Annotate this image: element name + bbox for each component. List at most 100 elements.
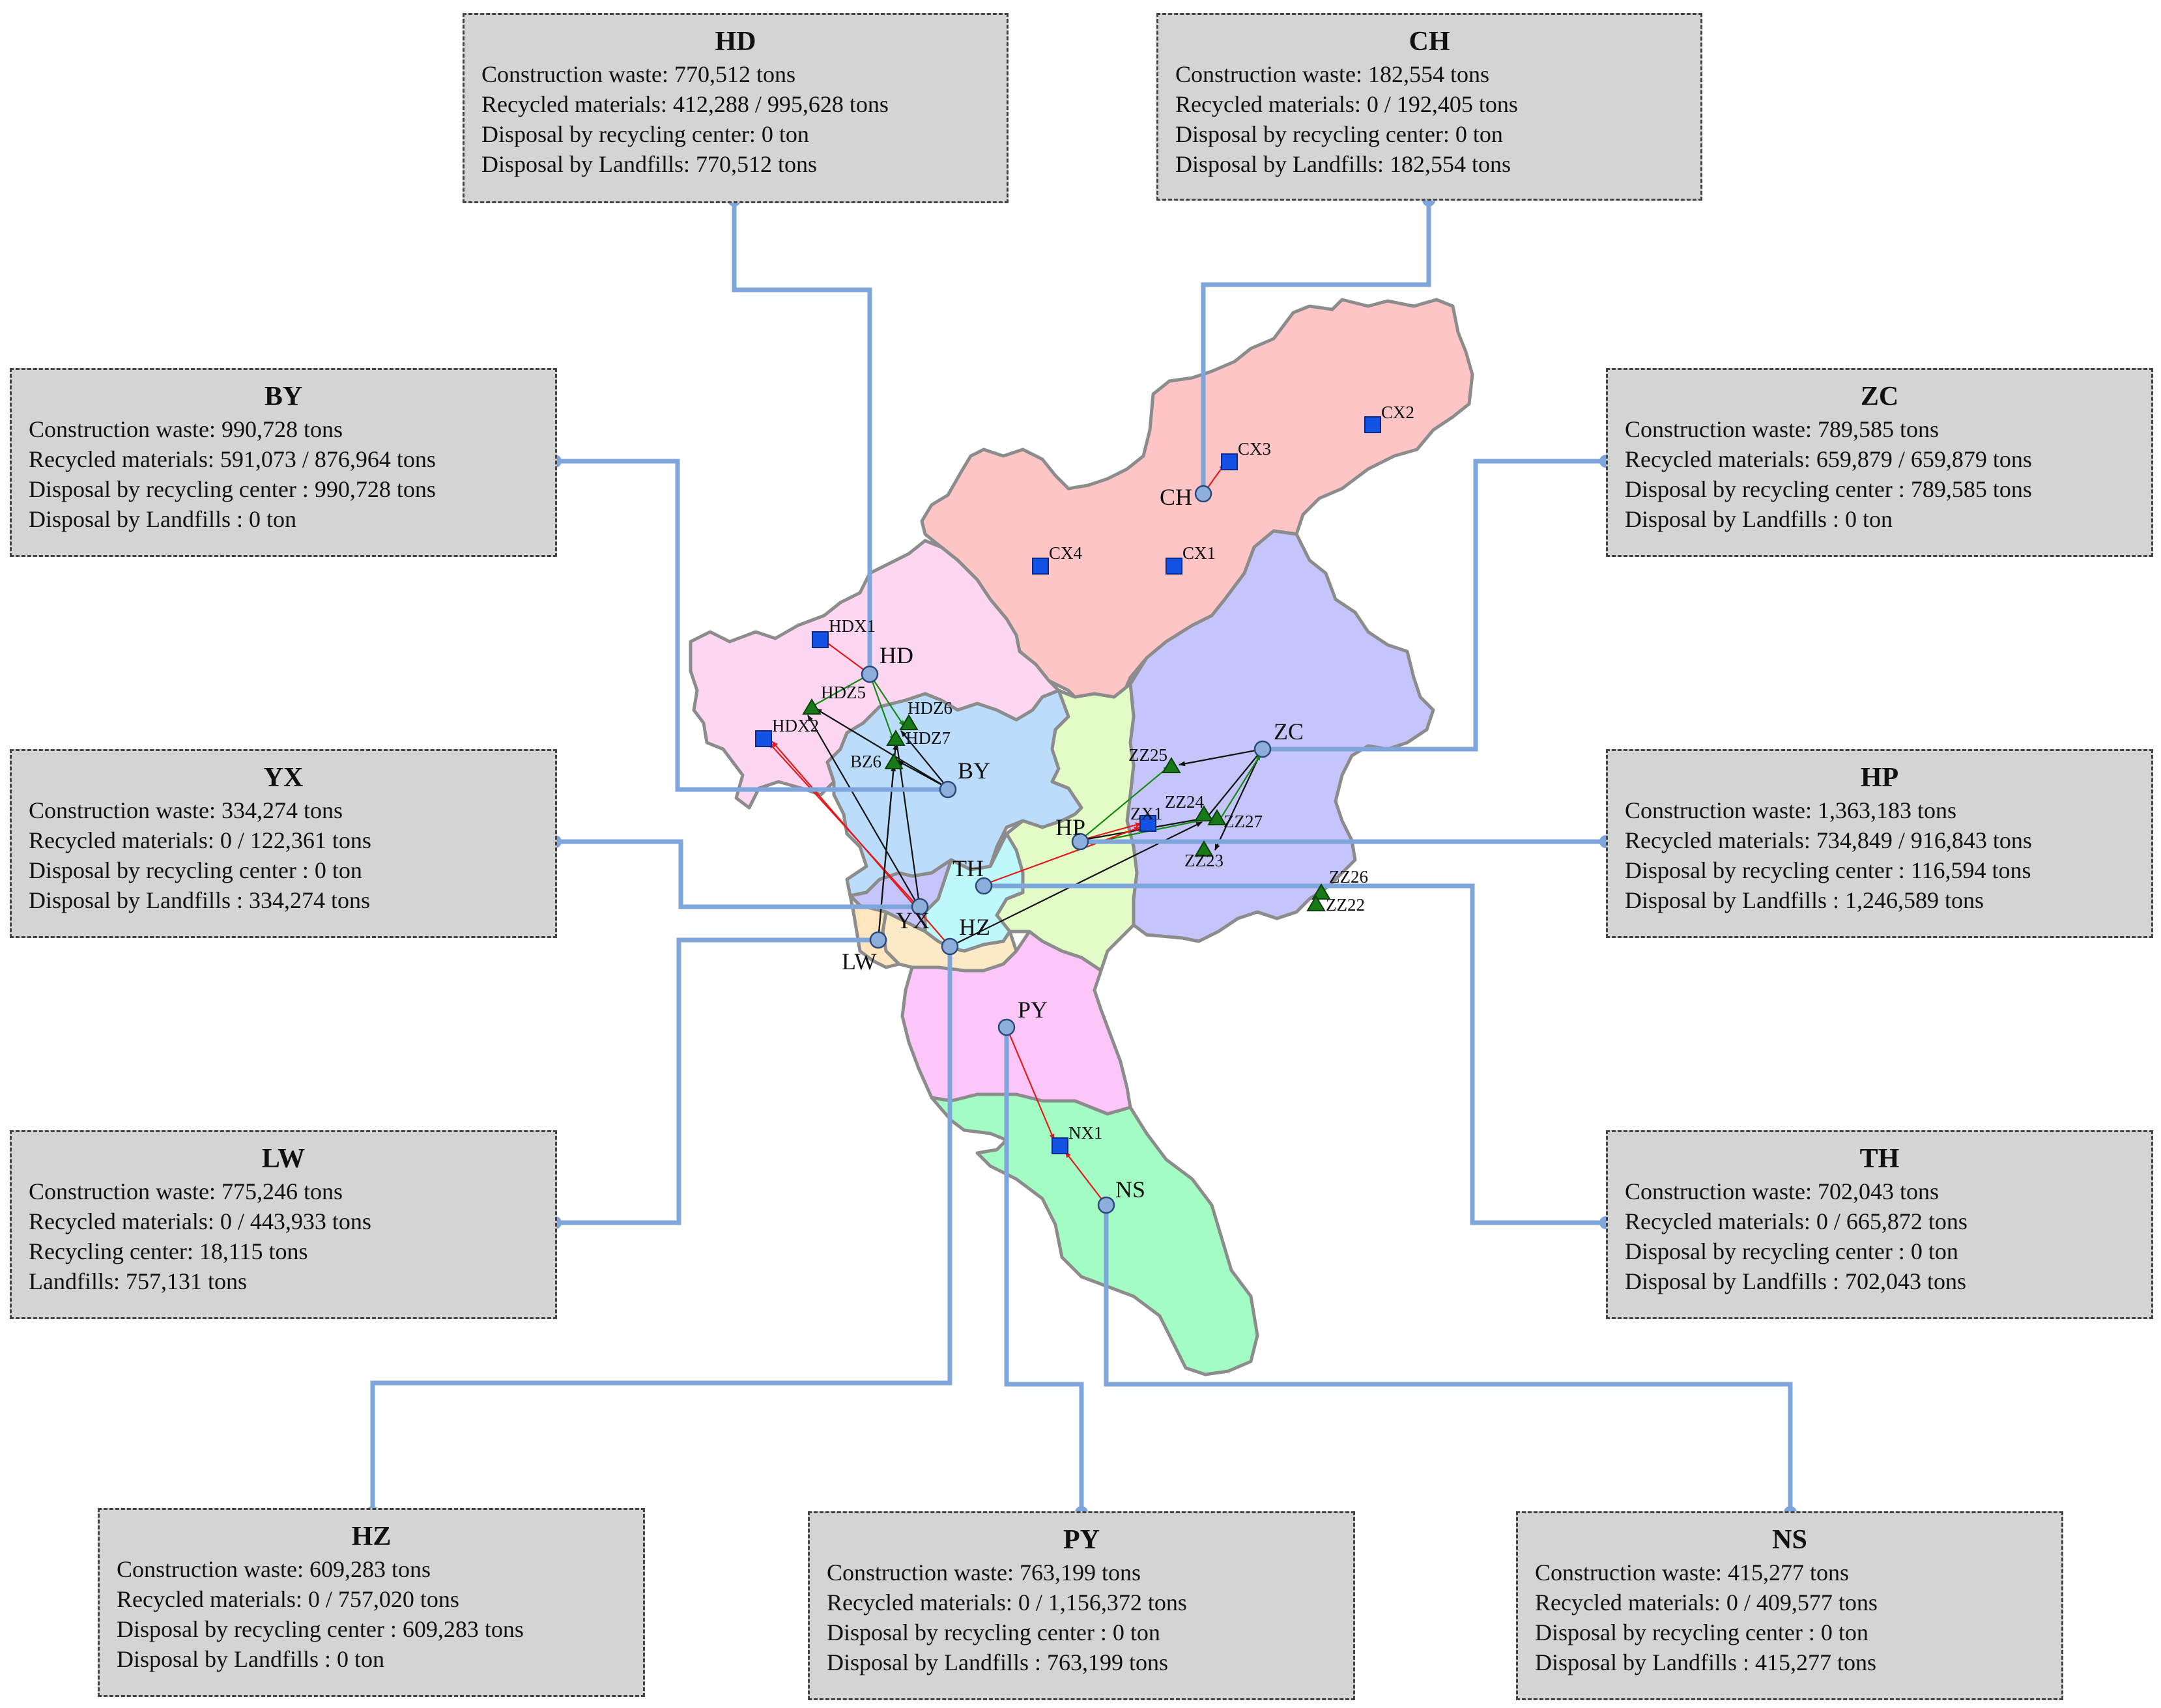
- box-line-recycling-center: Disposal by recycling center : 0 ton: [1625, 1238, 1958, 1264]
- box-line-landfills: Disposal by Landfills : 0 ton: [1625, 506, 1893, 532]
- box-line-recycling-center: Disposal by recycling center : 116,594 t…: [1625, 857, 2031, 883]
- landfill-bz6: [884, 753, 904, 769]
- box-line-recycled: Recycled materials: 0 / 192,405 tons: [1175, 91, 1518, 117]
- facility-label-cx2: CX2: [1381, 403, 1414, 422]
- connector-zc: [1263, 459, 1606, 752]
- facility-label-zz25: ZZ25: [1128, 745, 1167, 765]
- box-line-construction: Construction waste: 763,199 tons: [827, 1559, 1141, 1586]
- box-title: NS: [1772, 1525, 1807, 1555]
- info-box-hd: HD Construction waste: 770,512 tons Recy…: [463, 13, 1009, 203]
- connector-ns: [1104, 1205, 1793, 1513]
- box-line-recycled: Recycled materials: 0 / 665,872 tons: [1625, 1208, 1968, 1234]
- flow-arrow: [807, 715, 921, 909]
- region-ns: [930, 1092, 1259, 1376]
- district-label-yx: YX: [896, 907, 930, 933]
- recycling-center-cx1: [1166, 558, 1182, 575]
- region-hz: [881, 910, 1018, 973]
- district-centroid-ch: [1194, 485, 1212, 503]
- district-label-zc: ZC: [1274, 719, 1304, 745]
- district-label-hp: HP: [1055, 814, 1085, 840]
- box-line-landfills: Disposal by Landfills: 182,554 tons: [1175, 151, 1511, 177]
- facility-label-hdx2: HDX2: [772, 716, 819, 735]
- box-line-landfills: Disposal by Landfills : 334,274 tons: [29, 887, 370, 913]
- box-line-construction: Construction waste: 990,728 tons: [29, 416, 343, 442]
- facility-label-zx1: ZX1: [1130, 804, 1163, 823]
- info-box-py: PY Construction waste: 763,199 tons Recy…: [808, 1511, 1355, 1700]
- box-line-recycled: Recycled materials: 412,288 / 995,628 to…: [481, 91, 889, 117]
- box-line-landfills: Disposal by Landfills : 763,199 tons: [827, 1649, 1168, 1675]
- box-line-recycled: Recycled materials: 591,073 / 876,964 to…: [29, 446, 436, 472]
- recycling-center-hdx1: [812, 631, 829, 648]
- facility-label-zz22: ZZ22: [1326, 895, 1365, 915]
- box-line-construction: Construction waste: 770,512 tons: [481, 61, 795, 87]
- info-box-hp: HP Construction waste: 1,363,183 tons Re…: [1606, 749, 2153, 938]
- info-box-th: TH Construction waste: 702,043 tons Recy…: [1606, 1130, 2153, 1319]
- box-line-landfills: Disposal by Landfills: 770,512 tons: [481, 151, 817, 177]
- box-line-construction: Construction waste: 334,274 tons: [29, 797, 343, 823]
- box-line-recycled: Recycled materials: 0 / 409,577 tons: [1535, 1589, 1878, 1615]
- recycling-center-cx2: [1364, 416, 1381, 433]
- box-line-recycling-center: Disposal by recycling center: 0 ton: [481, 121, 809, 147]
- facility-label-nx1: NX1: [1068, 1123, 1103, 1143]
- connector-yx: [555, 839, 920, 909]
- box-line-construction: Construction waste: 415,277 tons: [1535, 1559, 1849, 1586]
- box-line-construction: Construction waste: 789,585 tons: [1625, 416, 1939, 442]
- info-box-yx: YX Construction waste: 334,274 tons Recy…: [10, 749, 557, 938]
- box-title: CH: [1409, 27, 1450, 57]
- info-box-by: BY Construction waste: 990,728 tons Recy…: [10, 368, 557, 557]
- box-line-landfills: Disposal by Landfills : 702,043 tons: [1625, 1268, 1966, 1294]
- box-line-recycled: Recycled materials: 0 / 122,361 tons: [29, 827, 371, 853]
- box-line-recycling-center: Recycling center: 18,115 tons: [29, 1238, 308, 1264]
- facility-label-cx1: CX1: [1182, 543, 1216, 563]
- info-box-hz: HZ Construction waste: 609,283 tons Recy…: [98, 1508, 645, 1697]
- box-line-recycled: Recycled materials: 0 / 443,933 tons: [29, 1208, 371, 1234]
- box-line-recycled: Recycled materials: 0 / 757,020 tons: [117, 1586, 459, 1612]
- flow-arrow: [897, 760, 949, 789]
- connector-ch: [1201, 200, 1431, 494]
- flow-arrow: [1005, 1027, 1055, 1141]
- box-line-landfills: Landfills: 757,131 tons: [29, 1268, 247, 1294]
- facility-label-zz24: ZZ24: [1165, 792, 1204, 812]
- box-line-recycling-center: Disposal by recycling center : 0 ton: [1535, 1619, 1868, 1645]
- flow-arrow: [1205, 748, 1263, 820]
- flow-arrow: [877, 765, 896, 941]
- recycling-center-zx1: [1139, 815, 1156, 832]
- facility-label-hdz5: HDZ5: [821, 683, 866, 702]
- box-title: HP: [1860, 763, 1899, 793]
- box-line-recycling-center: Disposal by recycling center : 0 ton: [29, 857, 362, 883]
- district-label-lw: LW: [842, 948, 876, 975]
- district-centroid-zc: [1253, 740, 1272, 758]
- landfill-hdz6: [899, 714, 919, 730]
- landfill-hdz5: [802, 698, 822, 715]
- facility-label-cx4: CX4: [1049, 543, 1083, 563]
- district-label-py: PY: [1018, 997, 1048, 1023]
- facility-label-bz6: BZ6: [850, 752, 881, 771]
- district-centroid-py: [997, 1018, 1016, 1036]
- box-line-construction: Construction waste: 1,363,183 tons: [1625, 797, 1956, 823]
- landfill-hdz7: [886, 730, 906, 746]
- recycling-center-nx1: [1052, 1137, 1068, 1154]
- info-box-ch: CH Construction waste: 182,554 tons Recy…: [1156, 13, 1702, 201]
- district-centroid-hp: [1071, 833, 1089, 851]
- box-title: PY: [1063, 1525, 1100, 1555]
- district-label-ch: CH: [1160, 484, 1192, 510]
- box-line-recycling-center: Disposal by recycling center : 609,283 t…: [117, 1616, 524, 1642]
- box-line-recycling-center: Disposal by recycling center: 0 ton: [1175, 121, 1503, 147]
- flow-arrow: [1080, 822, 1142, 842]
- district-centroid-yx: [911, 898, 929, 916]
- district-label-ns: NS: [1115, 1176, 1145, 1203]
- info-box-zc: ZC Construction waste: 789,585 tons Recy…: [1606, 368, 2153, 557]
- flow-arrow: [815, 708, 949, 789]
- box-title: ZC: [1860, 382, 1899, 412]
- facility-label-zz27: ZZ27: [1224, 812, 1263, 831]
- district-label-hz: HZ: [959, 914, 990, 940]
- facility-label-zz26: ZZ26: [1329, 867, 1368, 887]
- district-centroid-by: [939, 780, 957, 799]
- landfill-zz25: [1162, 757, 1181, 773]
- district-label-th: TH: [952, 855, 984, 881]
- district-centroid-hz: [941, 937, 959, 956]
- flow-arrow: [1214, 748, 1263, 851]
- box-line-recycled: Recycled materials: 0 / 1,156,372 tons: [827, 1589, 1187, 1615]
- landfill-zz22: [1306, 895, 1326, 911]
